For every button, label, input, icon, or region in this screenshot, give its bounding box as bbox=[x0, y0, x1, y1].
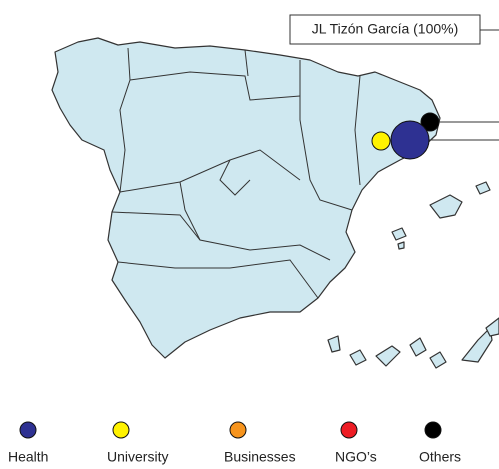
legend-label: Others bbox=[419, 449, 461, 465]
legend: Health University Businesses NGO’s Others bbox=[8, 421, 461, 465]
bubble bbox=[390, 120, 430, 160]
legend-swatch bbox=[19, 421, 37, 439]
legend-swatch bbox=[112, 421, 130, 439]
legend-label: University bbox=[107, 449, 168, 465]
legend-swatch bbox=[340, 421, 358, 439]
mainland bbox=[51, 37, 441, 359]
callout: JL Tizón García (100%) bbox=[289, 14, 499, 141]
bubble bbox=[371, 131, 391, 151]
callout-label: JL Tizón García (100%) bbox=[312, 21, 459, 37]
callout-box bbox=[289, 14, 481, 45]
legend-swatch bbox=[424, 421, 442, 439]
legend-label: Businesses bbox=[224, 449, 296, 465]
legend-label: NGO’s bbox=[335, 449, 377, 465]
legend-label: Health bbox=[8, 449, 48, 465]
legend-swatch bbox=[229, 421, 247, 439]
bubble bbox=[420, 112, 440, 132]
islands bbox=[327, 181, 499, 369]
bubbles bbox=[371, 112, 440, 160]
